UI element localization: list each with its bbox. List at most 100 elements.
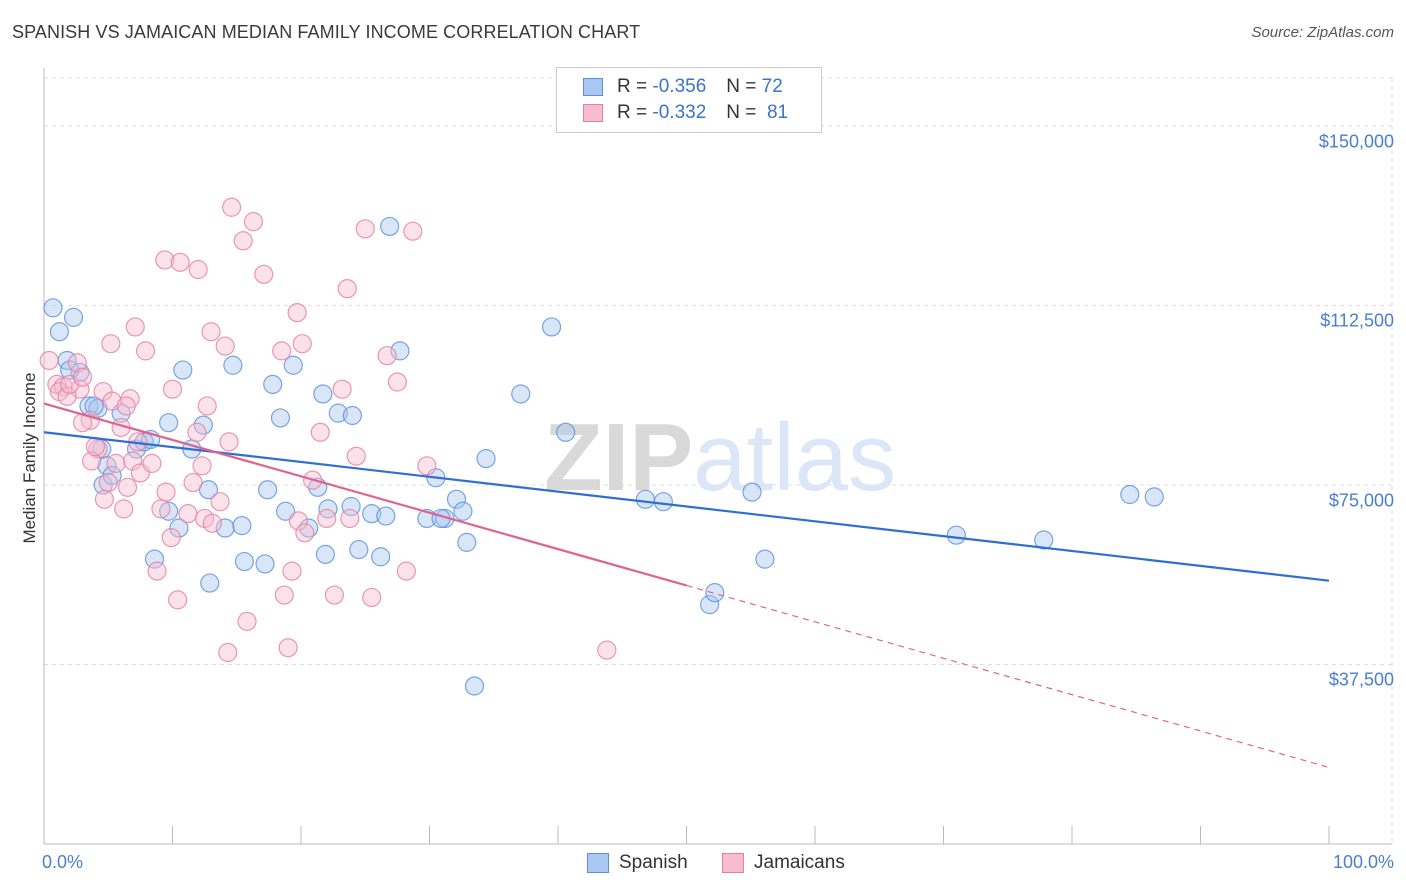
jamaican-point <box>346 446 366 466</box>
legend-n-value-spanish: 72 <box>761 76 783 97</box>
source-label: Source: ZipAtlas.com <box>1251 24 1394 41</box>
spanish-point <box>270 408 291 428</box>
jamaican-point <box>295 523 315 543</box>
jamaican-point <box>233 231 253 251</box>
jamaican-point <box>94 489 114 509</box>
spanish-point <box>200 573 220 593</box>
jamaican-point <box>340 508 360 529</box>
jamaican-point <box>288 511 309 531</box>
spanish-point <box>283 355 303 375</box>
spanish-point <box>556 422 576 442</box>
spanish-point <box>1034 530 1054 550</box>
jamaican-point <box>278 638 298 658</box>
spanish-point <box>342 405 362 426</box>
jamaican-point <box>188 259 208 280</box>
bottom-legend-label-jamaicans: Jamaicans <box>754 852 845 873</box>
jamaican-point <box>147 561 167 581</box>
y-tick-label: $150,000 <box>1318 131 1394 152</box>
jamaican-point <box>116 396 136 416</box>
jamaican-trend-line <box>43 402 687 587</box>
spanish-point <box>635 489 655 509</box>
jamaican-point <box>135 341 156 361</box>
watermark: ZIPatlas <box>544 404 896 511</box>
legend-n-label: N = <box>726 76 757 97</box>
spanish-point <box>43 298 63 318</box>
jamaican-point <box>98 472 118 493</box>
jamaican-point <box>57 386 77 406</box>
jamaican-point <box>183 472 203 493</box>
spanish-trend-line <box>43 431 1330 582</box>
y-tick-label: $75,000 <box>1328 490 1394 511</box>
jamaican-point <box>222 197 242 217</box>
spanish-point <box>457 532 477 552</box>
spanish-point <box>173 360 193 380</box>
spanish-point <box>198 480 219 500</box>
jamaican-point <box>125 317 145 337</box>
jamaican-point <box>282 561 302 581</box>
jamaican-point <box>123 451 143 471</box>
spanish-point <box>169 518 189 538</box>
spanish-point <box>257 480 278 500</box>
spanish-point <box>453 501 473 521</box>
spanish-point <box>159 413 179 433</box>
jamaican-point <box>218 642 238 663</box>
spanish-point <box>700 595 720 615</box>
jamaican-point <box>355 219 375 239</box>
jamaican-point <box>237 611 257 631</box>
watermark-atlas: atlas <box>693 404 896 511</box>
spanish-point <box>755 549 775 569</box>
spanish-point <box>255 554 275 574</box>
jamaican-point <box>85 437 106 457</box>
jamaican-point <box>254 264 274 284</box>
spanish-point <box>742 482 762 502</box>
spanish-point <box>349 539 369 560</box>
jamaican-point <box>114 499 134 519</box>
legend-n-label: N = <box>726 102 757 123</box>
spanish-point <box>84 396 104 416</box>
jamaican-point <box>151 499 171 519</box>
correlation-legend: R = -0.356 N = 72 R = -0.332 N = 81 <box>556 67 822 133</box>
jamaican-point <box>215 336 235 356</box>
spanish-point <box>376 506 396 526</box>
jamaican-point <box>39 350 59 371</box>
jamaican-point <box>101 334 121 354</box>
y-tick-label: $37,500 <box>1328 669 1394 690</box>
spanish-point <box>541 317 562 337</box>
spanish-point <box>275 501 296 521</box>
jamaican-point <box>88 439 108 459</box>
bottom-legend-label-spanish: Spanish <box>619 852 688 873</box>
y-tick-label: $112,500 <box>1320 310 1394 331</box>
spanish-point <box>511 384 531 404</box>
jamaican-point <box>210 492 230 512</box>
spanish-point <box>1144 487 1164 507</box>
x-tick-max: 100.0% <box>1332 852 1394 872</box>
spanish-point <box>476 449 496 469</box>
jamaican-point <box>274 585 294 605</box>
spanish-point <box>705 583 725 603</box>
jamaican-points <box>39 197 617 663</box>
spanish-point <box>371 547 391 567</box>
jamaican-point <box>317 508 337 529</box>
spanish-point <box>215 518 235 538</box>
jamaican-point <box>377 346 397 366</box>
legend-row-jamaicans: R = -0.332 N = 81 <box>583 102 788 124</box>
chart-title: SPANISH VS JAMAICAN MEDIAN FAMILY INCOME… <box>12 22 641 42</box>
spanish-point <box>328 403 348 423</box>
jamaican-point <box>197 396 217 416</box>
jamaican-point <box>202 513 222 533</box>
spanish-point <box>63 307 84 327</box>
spanish-point <box>223 355 243 375</box>
spanish-point <box>464 676 485 696</box>
spanish-point <box>315 544 336 564</box>
jamaican-point <box>170 252 190 272</box>
spanish-point <box>446 489 467 509</box>
spanish-point <box>263 374 283 394</box>
spanish-point <box>390 341 410 361</box>
bottom-legend-jamaicans: Jamaicans <box>722 852 845 874</box>
jamaican-point <box>243 212 264 232</box>
spanish-point <box>193 415 213 435</box>
jamaican-point <box>117 477 138 497</box>
jamaican-point <box>106 453 126 473</box>
spanish-point <box>159 501 179 521</box>
